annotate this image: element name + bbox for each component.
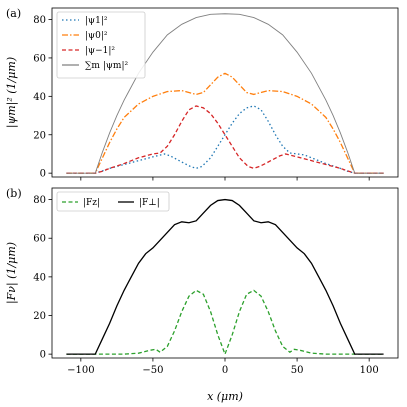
y-tick-label: 0: [40, 350, 46, 361]
x-tick-label: 0: [222, 365, 228, 376]
y-tick-label: 40: [33, 92, 46, 103]
legend-label: |ψ0|²: [85, 31, 108, 41]
legend-box: [56, 191, 170, 212]
y-axis-label: |Fν| (1/μm): [5, 242, 19, 304]
series-line-0: [66, 289, 384, 356]
y-tick-label: 60: [33, 234, 46, 245]
y-tick-label: 40: [33, 272, 46, 283]
y-tick-label: 20: [33, 311, 46, 322]
panel-a: 0 20 40 60 80 (a) |ψm|² (1/μm) |ψ1|² |ψ0|² |ψ−1|²…: [5, 7, 399, 181]
y-tick-label: 20: [33, 130, 46, 141]
plot-frame: [51, 187, 399, 359]
series-line-0: [66, 105, 384, 174]
legend: |ψ1|² |ψ0|² |ψ−1|² ∑m |ψm|²: [56, 11, 146, 79]
x-tick-label: −50: [142, 365, 163, 376]
series-line-1: [66, 72, 384, 174]
legend-box: [56, 11, 146, 79]
x-tick-label: 100: [360, 365, 379, 376]
x-tick-label: −100: [67, 365, 94, 376]
series-group: [66, 13, 384, 174]
legend-label: |ψ−1|²: [85, 46, 115, 56]
y-axis-label: |ψm|² (1/μm): [5, 57, 19, 128]
legend: |Fz| |F⊥|: [56, 191, 170, 212]
legend-label: |F⊥|: [139, 198, 160, 208]
y-tick-label: 0: [40, 169, 46, 180]
panel-label: (a): [6, 7, 21, 20]
y-tick-label: 80: [33, 195, 46, 206]
series-line-3: [66, 13, 384, 174]
panel-b: 0 20 40 60 80 −100 −50 0 50 100 (b) |Fν| (1/μm) x (μ…: [5, 187, 399, 403]
legend-label: ∑m |ψm|²: [85, 61, 128, 71]
y-tick-label: 60: [33, 53, 46, 64]
legend-label: |Fz|: [83, 198, 100, 208]
panel-label: (b): [6, 187, 22, 200]
series-line-2: [66, 105, 384, 174]
x-axis-label: x (μm): [207, 390, 243, 403]
x-tick-label: 50: [291, 365, 304, 376]
series-group: [66, 198, 384, 356]
series-line-1: [66, 198, 384, 355]
y-tick-label: 80: [33, 15, 46, 26]
legend-label: |ψ1|²: [85, 16, 108, 26]
